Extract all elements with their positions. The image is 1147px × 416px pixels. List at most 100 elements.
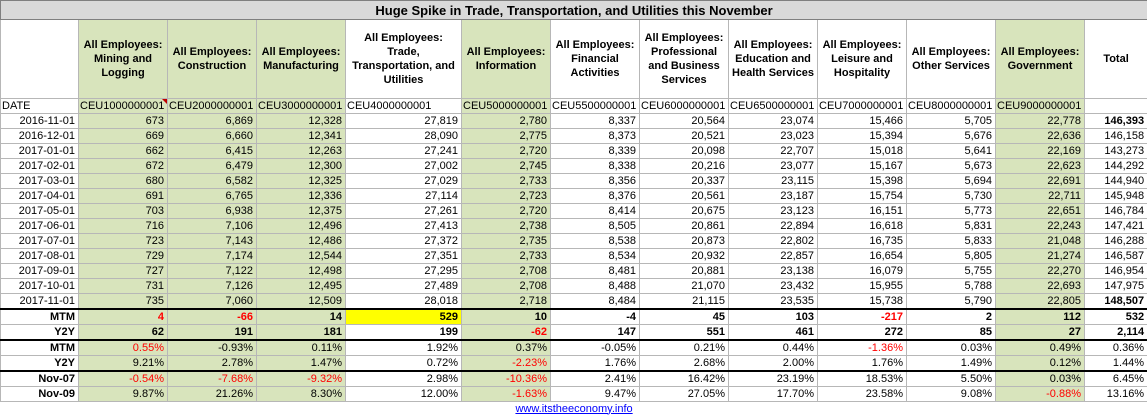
summary-cell: 0.12%	[996, 356, 1085, 372]
row-date: 2017-05-01	[1, 204, 79, 219]
row-date: 2017-03-01	[1, 174, 79, 189]
table-cell: 5,641	[907, 144, 996, 159]
table-cell: 5,831	[907, 219, 996, 234]
table-cell: 7,126	[168, 279, 257, 294]
summary-cell: -9.32%	[257, 371, 346, 387]
table-cell: 8,373	[551, 129, 640, 144]
table-cell: 12,544	[257, 249, 346, 264]
table-cell: 6,582	[168, 174, 257, 189]
table-cell: 8,534	[551, 249, 640, 264]
row-date: 2017-09-01	[1, 264, 79, 279]
table-cell: 23,023	[729, 129, 818, 144]
summary-cell: -0.54%	[79, 371, 168, 387]
table-cell: 15,018	[818, 144, 907, 159]
summary-cell: 17.70%	[729, 387, 818, 402]
header-corner	[1, 20, 79, 99]
row-total: 146,587	[1085, 249, 1147, 264]
table-cell: 8,538	[551, 234, 640, 249]
table-cell: 12,486	[257, 234, 346, 249]
summary-cell: 2	[907, 309, 996, 325]
table-cell: 22,707	[729, 144, 818, 159]
row-date: 2017-04-01	[1, 189, 79, 204]
total-header: Total	[1085, 20, 1147, 99]
summary-cell: 9.21%	[79, 356, 168, 372]
table-cell: 22,691	[996, 174, 1085, 189]
summary-cell: 23.19%	[729, 371, 818, 387]
table-cell: 23,115	[729, 174, 818, 189]
table-cell: 5,730	[907, 189, 996, 204]
row-date: 2017-08-01	[1, 249, 79, 264]
table-cell: 22,623	[996, 159, 1085, 174]
column-header: All Employees: Trade, Transportation, an…	[346, 20, 462, 99]
table-cell: 22,857	[729, 249, 818, 264]
table-cell: 672	[79, 159, 168, 174]
summary-cell: 0.44%	[729, 340, 818, 356]
table-cell: 27,819	[346, 114, 462, 129]
table-cell: 20,881	[640, 264, 729, 279]
table-cell: 5,833	[907, 234, 996, 249]
table-title: Huge Spike in Trade, Transportation, and…	[1, 1, 1147, 20]
website-link[interactable]: www.itstheeconomy.info	[515, 403, 632, 415]
series-code: CEU1000000001	[79, 99, 168, 114]
table-cell: 2,738	[462, 219, 551, 234]
table-cell: 6,765	[168, 189, 257, 204]
summary-cell: -66	[168, 309, 257, 325]
table-cell: 5,673	[907, 159, 996, 174]
table-cell: 2,733	[462, 249, 551, 264]
table-cell: 15,738	[818, 294, 907, 310]
table-cell: 12,496	[257, 219, 346, 234]
summary-cell: -1.36%	[818, 340, 907, 356]
summary-total: 2,114	[1085, 325, 1147, 341]
table-cell: 15,754	[818, 189, 907, 204]
table-cell: 6,660	[168, 129, 257, 144]
summary-cell: 16.42%	[640, 371, 729, 387]
table-cell: 22,778	[996, 114, 1085, 129]
row-total: 147,421	[1085, 219, 1147, 234]
table-cell: 23,187	[729, 189, 818, 204]
summary-label: Y2Y	[1, 356, 79, 372]
table-cell: 12,328	[257, 114, 346, 129]
series-code: CEU5000000001	[462, 99, 551, 114]
summary-cell: 103	[729, 309, 818, 325]
table-cell: 15,466	[818, 114, 907, 129]
table-cell: 20,521	[640, 129, 729, 144]
row-total: 144,940	[1085, 174, 1147, 189]
date-header: DATE	[1, 99, 79, 114]
summary-cell: 2.98%	[346, 371, 462, 387]
summary-label: MTM	[1, 309, 79, 325]
table-cell: 5,694	[907, 174, 996, 189]
summary-cell: 9.08%	[907, 387, 996, 402]
table-cell: 7,143	[168, 234, 257, 249]
row-total: 145,948	[1085, 189, 1147, 204]
summary-cell: 62	[79, 325, 168, 341]
summary-cell: -2.23%	[462, 356, 551, 372]
table-cell: 23,138	[729, 264, 818, 279]
table-cell: 6,869	[168, 114, 257, 129]
summary-total: 6.45%	[1085, 371, 1147, 387]
series-code: CEU9000000001	[996, 99, 1085, 114]
row-total: 146,954	[1085, 264, 1147, 279]
table-cell: 691	[79, 189, 168, 204]
summary-cell: 1.47%	[257, 356, 346, 372]
summary-total: 13.16%	[1085, 387, 1147, 402]
footer-row: www.itstheeconomy.info	[1, 402, 1147, 416]
summary-cell: 27	[996, 325, 1085, 341]
summary-cell: 0.11%	[257, 340, 346, 356]
summary-cell: 181	[257, 325, 346, 341]
row-total: 146,393	[1085, 114, 1147, 129]
table-cell: 22,693	[996, 279, 1085, 294]
summary-cell: 2.41%	[551, 371, 640, 387]
